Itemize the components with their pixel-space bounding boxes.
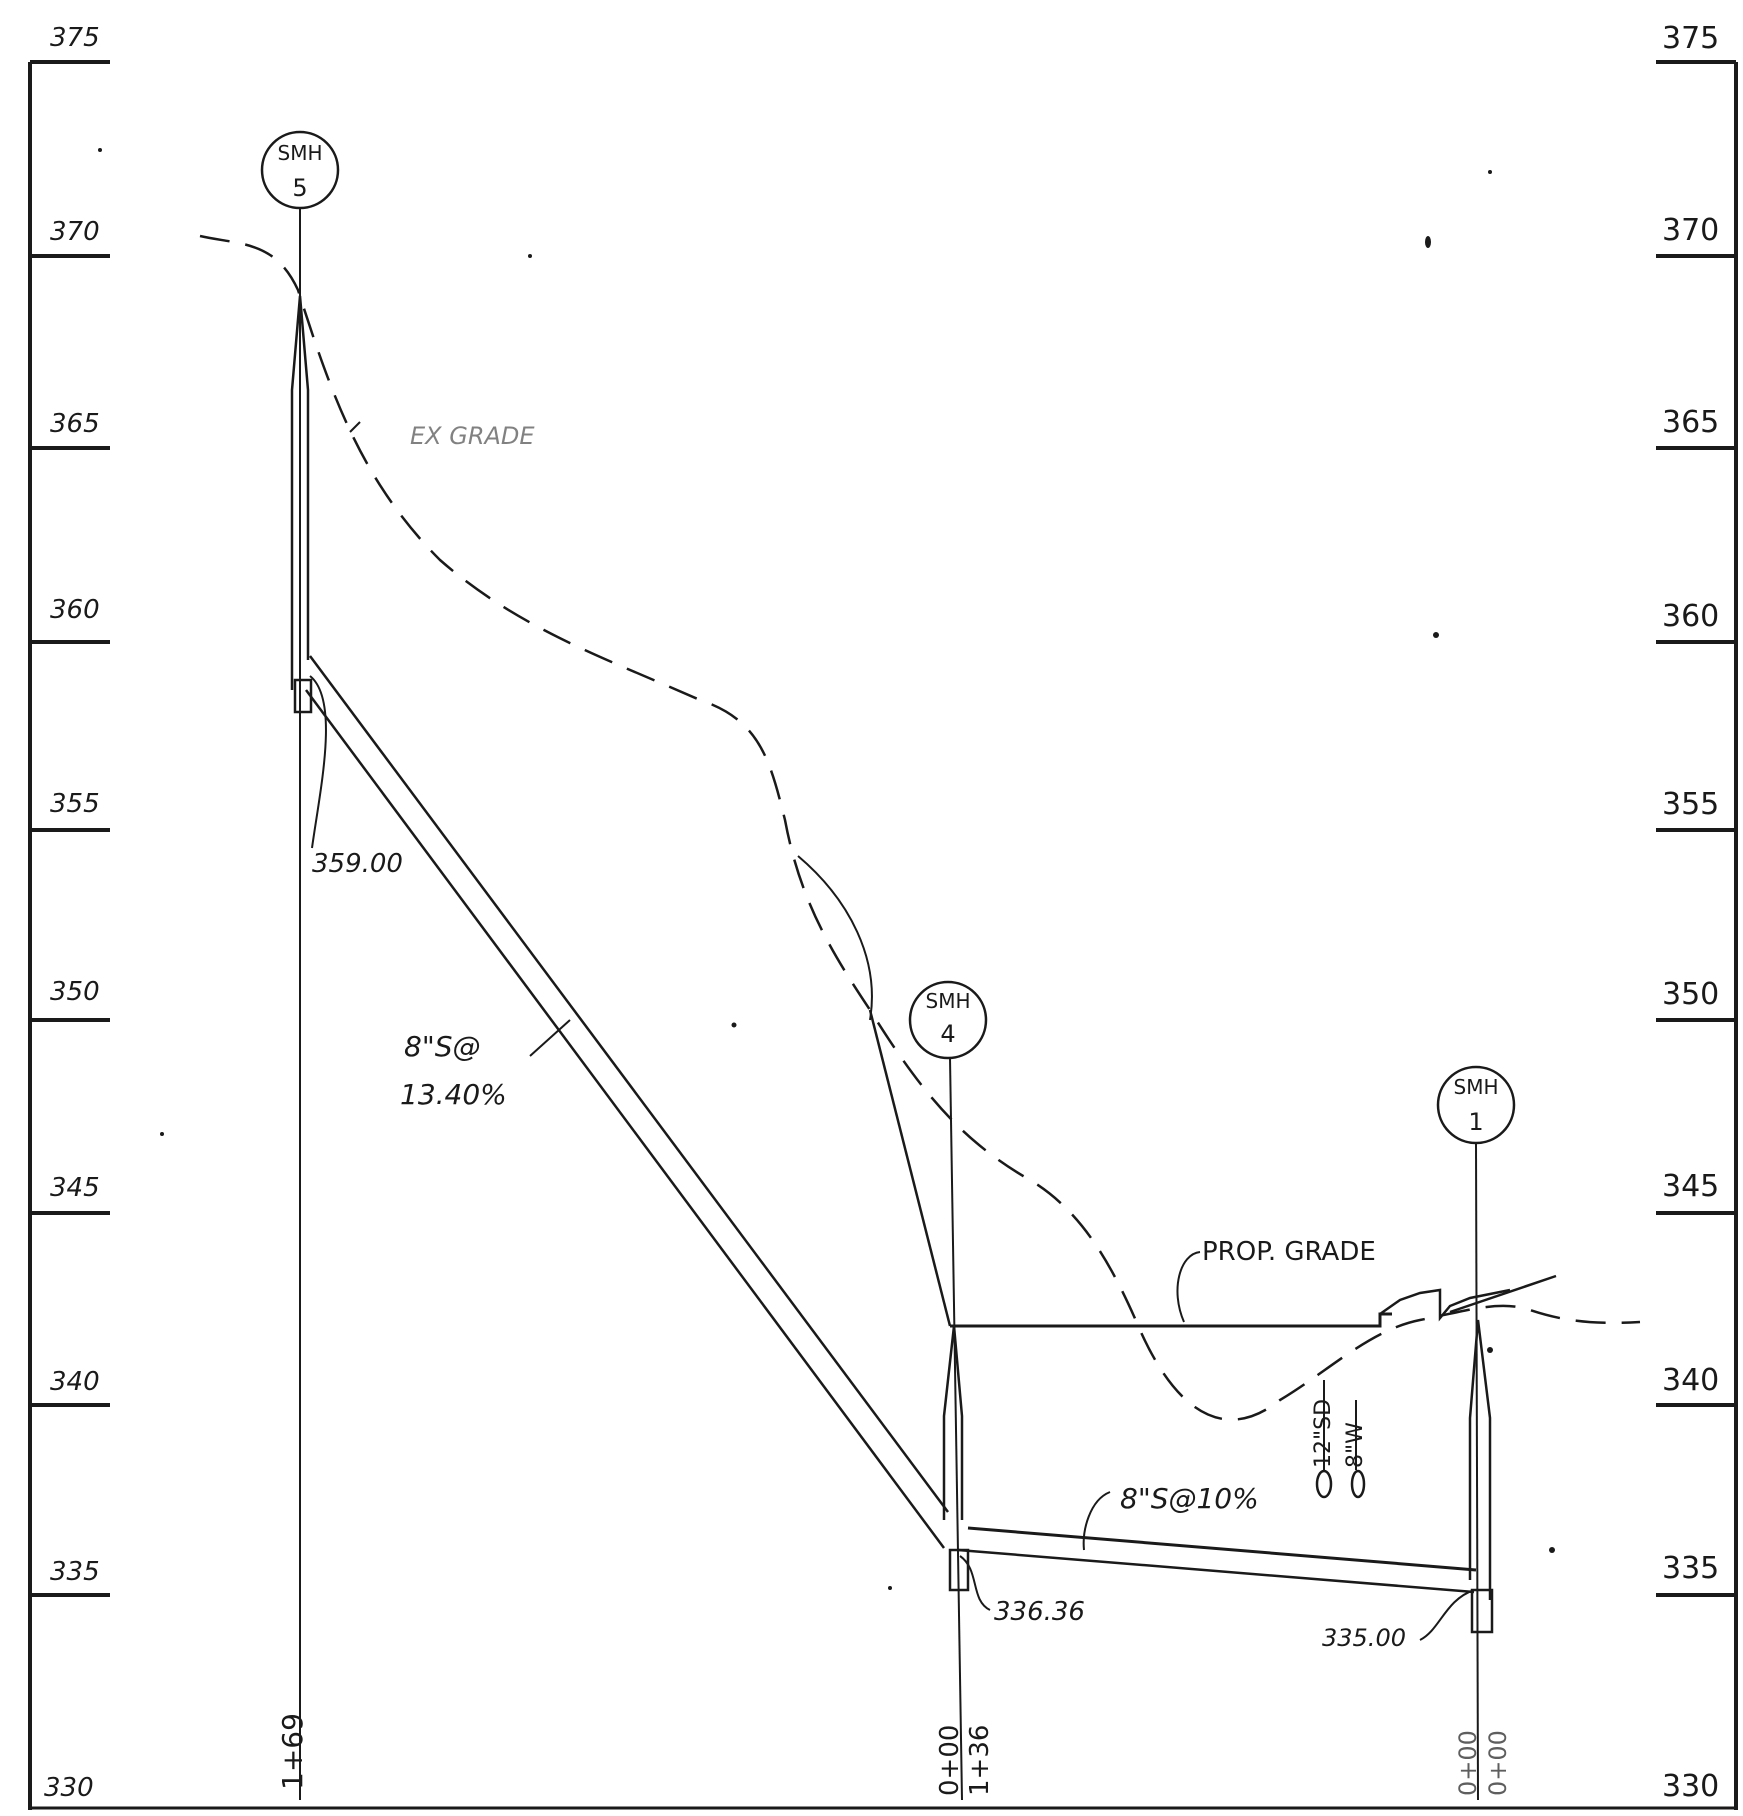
existing-grade-line bbox=[199, 234, 1641, 1421]
station-smh1-a: 0+00 bbox=[1454, 1730, 1482, 1796]
sewer-pipe-smh4-smh1 bbox=[957, 1526, 1477, 1594]
right-label-360: 360 bbox=[1662, 599, 1719, 634]
station-smh4-b: 1+36 bbox=[965, 1725, 995, 1796]
manhole-smh4: SMH 4 bbox=[908, 980, 988, 1801]
right-elevation-scale: 375 370 365 360 355 350 345 340 335 330 bbox=[1656, 21, 1738, 1810]
right-label-345: 345 bbox=[1662, 1169, 1719, 1204]
station-smh5: 1+69 bbox=[276, 1713, 309, 1790]
invert-smh4-label: 336.36 bbox=[994, 1597, 1085, 1627]
left-label-345: 345 bbox=[50, 1173, 100, 1203]
right-label-350: 350 bbox=[1662, 977, 1719, 1012]
right-label-370: 370 bbox=[1662, 213, 1719, 248]
utility-w-pipe bbox=[1350, 1469, 1366, 1499]
smh1-label-line1: SMH bbox=[1454, 1075, 1499, 1099]
pipe-lower-label: 8"S@10% bbox=[1120, 1482, 1259, 1515]
left-label-360: 360 bbox=[50, 595, 100, 625]
proposed-grade bbox=[797, 855, 1557, 1328]
utility-sd-pipe bbox=[1315, 1469, 1333, 1499]
smh5-label-line2: 5 bbox=[292, 174, 307, 202]
left-label-335: 335 bbox=[50, 1557, 100, 1587]
left-label-355: 355 bbox=[50, 789, 100, 819]
left-label-370: 370 bbox=[50, 217, 100, 247]
right-label-365: 365 bbox=[1662, 405, 1719, 440]
left-label-350: 350 bbox=[50, 977, 100, 1007]
right-label-355: 355 bbox=[1662, 787, 1719, 822]
prop-grade-label: PROP. GRADE bbox=[1202, 1237, 1376, 1267]
right-label-375: 375 bbox=[1662, 21, 1719, 56]
pipe-upper-label-line2: 13.40% bbox=[400, 1078, 507, 1111]
scan-specks bbox=[98, 148, 1555, 1590]
left-label-375: 375 bbox=[50, 23, 100, 53]
smh4-label-line1: SMH bbox=[926, 989, 971, 1013]
right-label-340: 340 bbox=[1662, 1363, 1719, 1398]
right-label-330: 330 bbox=[1662, 1769, 1719, 1804]
right-label-335: 335 bbox=[1662, 1551, 1719, 1586]
annotations: EX GRADE PROP. GRADE 8"S@ 13.40% 8"S@10%… bbox=[309, 421, 1475, 1652]
station-smh1-b: 0+00 bbox=[1484, 1730, 1512, 1796]
pipe-upper-label-line1: 8"S@ bbox=[404, 1030, 480, 1063]
left-label-340: 340 bbox=[50, 1367, 100, 1397]
smh1-label-line2: 1 bbox=[1468, 1108, 1483, 1136]
left-label-330: 330 bbox=[44, 1773, 94, 1803]
left-elevation-scale: 375 370 365 360 355 350 345 340 335 330 bbox=[28, 23, 110, 1810]
invert-smh5-label: 359.00 bbox=[312, 849, 403, 879]
station-smh4-a: 0+00 bbox=[935, 1725, 965, 1796]
manhole-smh5: SMH 5 bbox=[260, 130, 340, 1800]
ex-grade-label: EX GRADE bbox=[410, 422, 535, 450]
smh5-label-line1: SMH bbox=[278, 141, 323, 165]
invert-smh1-label: 335.00 bbox=[1322, 1624, 1406, 1652]
manhole-smh1: SMH 1 bbox=[1436, 1065, 1516, 1801]
left-label-365: 365 bbox=[50, 409, 100, 439]
smh4-label-line2: 4 bbox=[940, 1020, 955, 1048]
sewer-pipe-smh5-smh4 bbox=[304, 655, 950, 1549]
